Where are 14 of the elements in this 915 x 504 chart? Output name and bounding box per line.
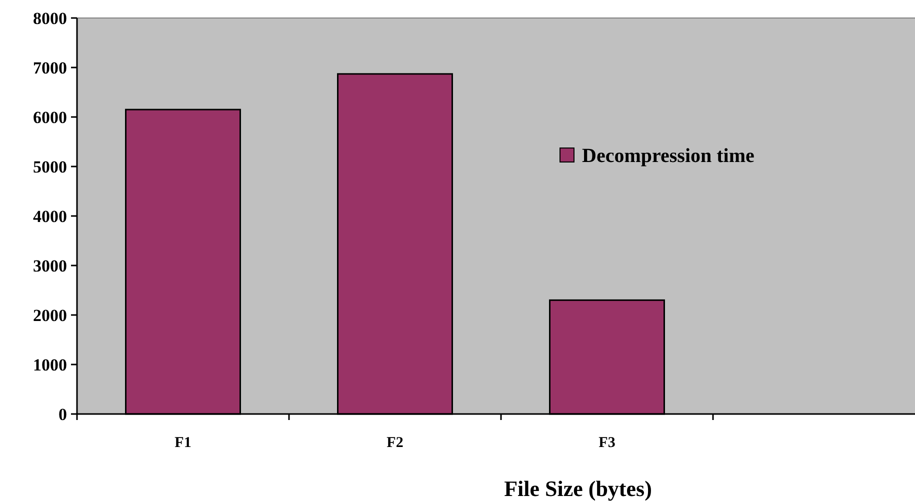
- y-tick-label: 7000: [33, 58, 67, 78]
- y-tick-label: 1000: [33, 355, 67, 374]
- y-tick-label: 0: [58, 404, 67, 424]
- y-tick-label: 6000: [33, 108, 67, 127]
- x-tick-label: F1: [174, 435, 192, 451]
- x-tick-label: F3: [598, 435, 616, 451]
- y-tick-label: 8000: [33, 8, 67, 28]
- legend-label: Decompression time: [582, 145, 754, 167]
- y-tick-label: 5000: [33, 157, 67, 176]
- x-axis-title: File Size (bytes): [504, 476, 652, 501]
- y-tick-label: 2000: [33, 306, 67, 325]
- y-tick-label: 4000: [33, 206, 67, 226]
- y-tick-label: 3000: [33, 256, 67, 276]
- x-tick-label: F2: [386, 435, 404, 451]
